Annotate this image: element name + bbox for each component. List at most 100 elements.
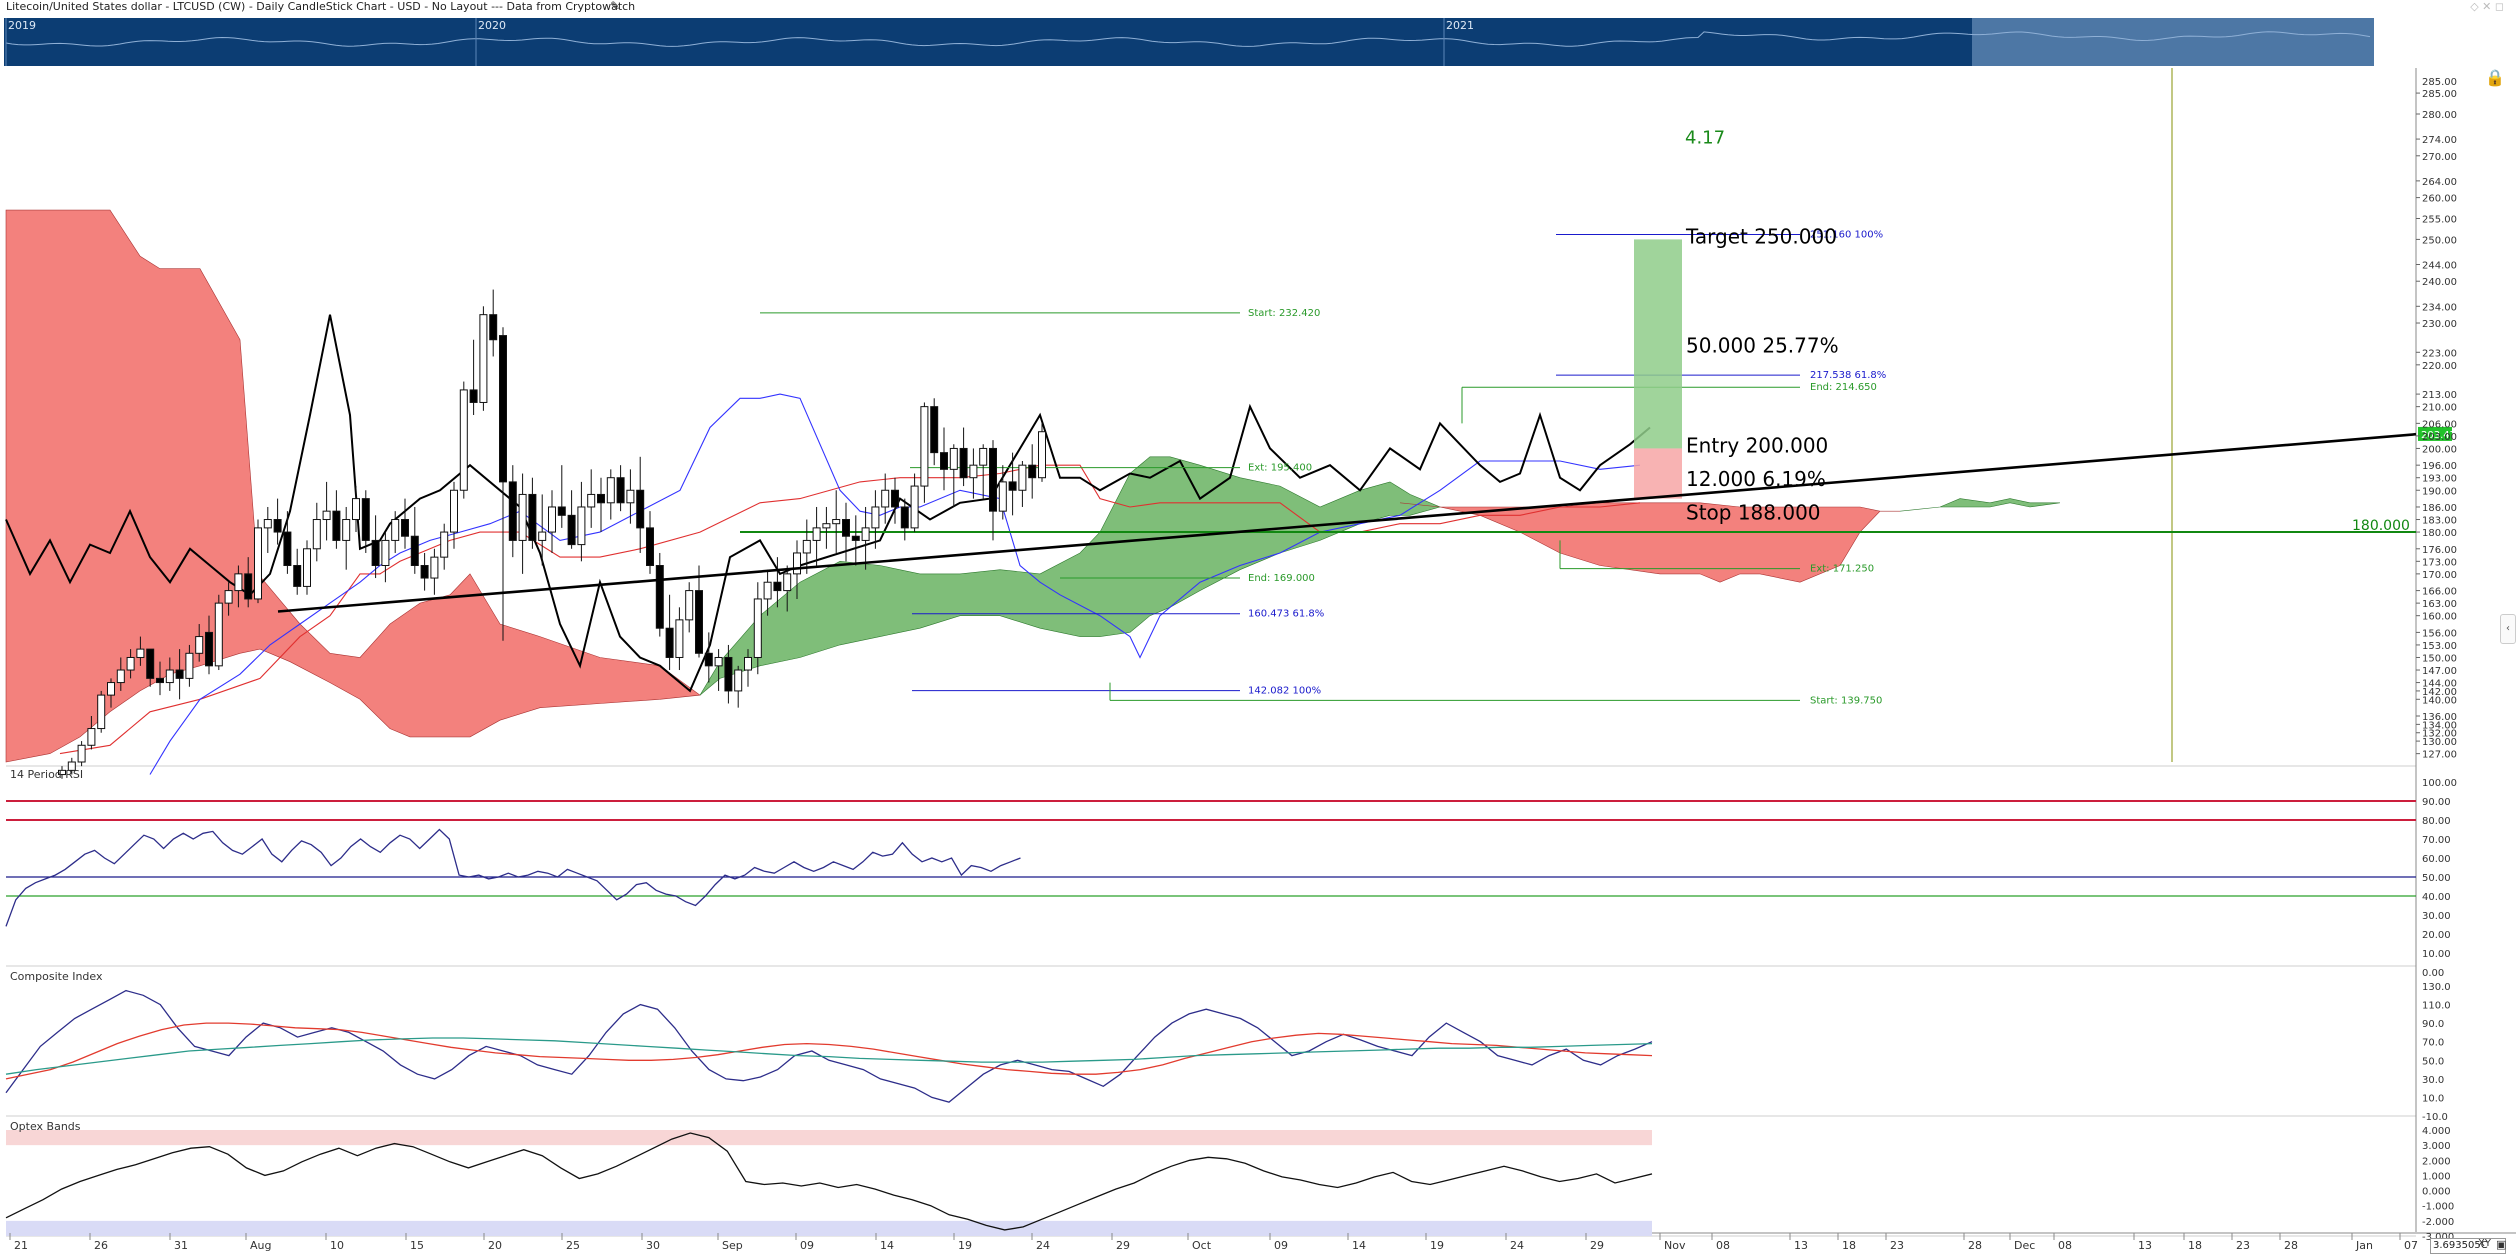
candle-body: [734, 669, 743, 692]
price-tick-label: 234.00: [2422, 302, 2457, 313]
price-tick-label: 240.00: [2422, 277, 2457, 288]
reward-label: 50.000 25.77%: [1686, 333, 1839, 357]
edit-icon[interactable]: ✎: [610, 0, 621, 13]
price-tick-label: 142.00: [2422, 687, 2457, 698]
ci-series-line-2: [5, 1037, 1653, 1075]
time-tick-label: 18: [1842, 1239, 1856, 1252]
entry-label: Entry 200.000: [1686, 434, 1828, 458]
candle-body: [665, 627, 674, 658]
candle-body: [479, 314, 488, 403]
candle-body: [87, 728, 96, 746]
time-tick-label: 24: [1036, 1239, 1050, 1252]
zoom-icon[interactable]: ▣: [2496, 1238, 2507, 1251]
candle-body: [224, 590, 233, 604]
candle-body: [165, 669, 174, 684]
ci-tick-label: 50.0: [2422, 1056, 2444, 1067]
candle-body: [322, 510, 331, 521]
ci-series-line-0: [5, 989, 1653, 1103]
last-price-badge: [2418, 426, 2452, 441]
candle-body: [1038, 431, 1046, 479]
candle-body: [998, 481, 1007, 512]
time-tick-label: 20: [488, 1239, 502, 1252]
candle-body: [655, 565, 664, 629]
ichimoku-cloud-bearish: [5, 209, 701, 763]
candle-body: [910, 485, 919, 529]
price-tick-label: 264.00: [2422, 177, 2457, 188]
collapse-panel-icon[interactable]: ‹: [2500, 614, 2516, 644]
candle-body: [959, 447, 968, 479]
ichimoku-cloud-bullish-2: [1899, 498, 2061, 512]
ci-tick-label: 130.0: [2422, 982, 2451, 993]
candle-body: [940, 452, 948, 470]
candle-body: [891, 489, 899, 508]
price-tick-label: 156.00: [2422, 628, 2457, 639]
time-tick-label: 10: [330, 1239, 344, 1252]
zoom-toggle-button[interactable]: XY: [2478, 1238, 2491, 1249]
time-tick-label: 09: [1274, 1239, 1288, 1252]
candle-body: [136, 648, 145, 658]
time-tick-label: Oct: [1192, 1239, 1212, 1252]
ichimoku-cloud-bullish: [699, 456, 1441, 696]
time-tick-label: 31: [174, 1239, 188, 1252]
candle-body: [989, 447, 997, 512]
ci-tick-label: 10.0: [2422, 1093, 2444, 1104]
price-tick-label: 260.00: [2422, 194, 2457, 205]
candle-body: [273, 519, 282, 533]
price-tick-label: 144.00: [2422, 679, 2457, 690]
candle-body: [244, 573, 253, 600]
candle-body: [1028, 464, 1037, 479]
candle-body: [116, 669, 125, 684]
price-tick-label: 280.00: [2422, 110, 2457, 121]
candle-body: [361, 498, 370, 541]
rsi-tick-label: 10.00: [2422, 949, 2451, 960]
window-controls-icon[interactable]: ◇ ✕ ◻: [2470, 0, 2504, 13]
ci-tick-label: 30.0: [2422, 1075, 2444, 1086]
candle-body: [342, 519, 351, 541]
time-tick-label: 21: [14, 1239, 28, 1252]
price-tick-label: 230.00: [2422, 319, 2457, 330]
candle-body: [156, 677, 164, 684]
time-tick-label: 25: [566, 1239, 580, 1252]
price-tick-label: 210.00: [2422, 403, 2457, 414]
candle-body: [567, 514, 576, 546]
optex-tick-label: -3.000: [2422, 1232, 2454, 1243]
price-tick-label: 213.00: [2422, 390, 2457, 401]
price-tick-label: 190.00: [2422, 486, 2457, 497]
fib-level-label-7: 142.082 100%: [1248, 686, 1321, 697]
time-tick-label: 23: [2236, 1239, 2250, 1252]
candle-body: [812, 527, 821, 541]
kijun-line: [59, 464, 1641, 755]
lock-icon[interactable]: 🔒: [2485, 68, 2505, 87]
price-tick-label: 183.00: [2422, 516, 2457, 527]
price-tick-label: 153.00: [2422, 641, 2457, 652]
candle-body: [175, 669, 184, 679]
top-bar: Litecoin/United States dollar - LTCUSD (…: [0, 0, 2516, 16]
candle-body: [185, 652, 194, 679]
candle-body: [538, 531, 547, 541]
candle-body: [773, 581, 782, 592]
price-tick-label: 134.00: [2422, 720, 2457, 731]
optex-tick-label: 0.000: [2422, 1187, 2451, 1198]
risk-reward-ratio: 4.17: [1685, 127, 1725, 148]
price-tick-label: 180.00: [2422, 528, 2457, 539]
rsi-tick-label: 50.00: [2422, 873, 2451, 884]
candle-body: [969, 464, 978, 479]
time-tick-label: 29: [1590, 1239, 1604, 1252]
navigator-year-label-1: 2020: [478, 19, 506, 32]
candle-body: [303, 548, 311, 587]
candle-body: [861, 527, 870, 541]
support-line-label: 180.000: [2352, 518, 2410, 534]
time-tick-label: 19: [958, 1239, 972, 1252]
time-tick-label: 14: [880, 1239, 894, 1252]
optex-tick-label: 2.000: [2422, 1156, 2451, 1167]
zoom-level-field[interactable]: 3.693505C: [2430, 1238, 2506, 1254]
candle-body: [616, 477, 625, 504]
time-tick-label: 18: [2188, 1239, 2202, 1252]
candle-body: [949, 447, 958, 470]
price-tick-label: 163.00: [2422, 599, 2457, 610]
stop-zone: [1634, 448, 1682, 499]
candle-body: [67, 761, 76, 771]
candle-body: [381, 539, 390, 567]
ci-tick-label: -10.0: [2422, 1112, 2448, 1123]
